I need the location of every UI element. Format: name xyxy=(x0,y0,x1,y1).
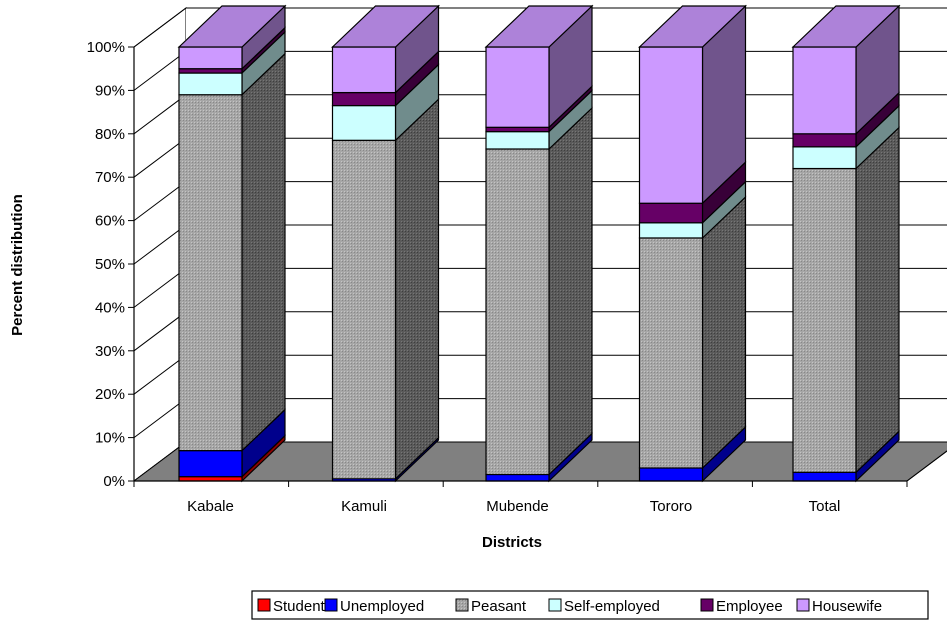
legend-label: Housewife xyxy=(812,598,882,615)
bar-top-total xyxy=(791,5,901,48)
legend-item-employee: Employee xyxy=(700,598,783,615)
y-tick-label: 20% xyxy=(95,386,125,403)
bar-segment-self-employed-mubende xyxy=(485,89,593,151)
legend-label: Employee xyxy=(716,598,783,615)
bar-stack-kamuli xyxy=(331,4,440,483)
legend-swatch xyxy=(796,598,810,612)
bar-top-kabale xyxy=(177,5,287,48)
bar-stack-total xyxy=(791,4,901,483)
y-tick-label: 80% xyxy=(95,126,125,143)
bar-segment-housewife-total xyxy=(792,4,900,136)
legend-label: Self-employed xyxy=(564,598,660,615)
bar-segment-unemployed-tororo xyxy=(638,425,747,483)
y-tick-label: 100% xyxy=(87,39,125,56)
bar-stack-tororo xyxy=(638,4,747,483)
y-tick-label: 30% xyxy=(95,343,125,360)
y-tick-label: 60% xyxy=(95,213,125,230)
x-tick-label-total: Total xyxy=(809,498,841,515)
bar-stacks xyxy=(177,4,901,483)
y-tick-label: 70% xyxy=(95,169,125,186)
x-tick-label-kabale: Kabale xyxy=(187,498,234,515)
x-tick-labels: Kabale Kamuli Mubende Tororo Total xyxy=(187,498,840,515)
legend: Student Unemployed Peasant Self-employed Emp… xyxy=(251,590,929,620)
legend-swatch xyxy=(700,598,714,612)
y-tick-label: 50% xyxy=(95,256,125,273)
bar-segment-self-employed-kabale xyxy=(178,30,286,97)
legend-swatch xyxy=(548,598,562,612)
legend-swatch xyxy=(324,598,338,612)
legend-label: Peasant xyxy=(471,598,527,615)
bar-segment-housewife-mubende xyxy=(485,4,593,129)
legend-item-student: Student xyxy=(257,598,326,615)
bar-segment-self-employed-kamuli xyxy=(331,63,440,142)
legend-item-peasant: Peasant xyxy=(455,598,527,615)
y-tick-label: 0% xyxy=(103,473,125,490)
y-tick-label: 90% xyxy=(95,82,125,99)
bar-segment-peasant-total xyxy=(792,126,900,474)
y-axis-title: Percent distribution xyxy=(9,194,26,336)
bar-segment-self-employed-tororo xyxy=(638,180,747,240)
bar-segment-housewife-kamuli xyxy=(331,4,440,95)
legend-item-unemployed: Unemployed xyxy=(324,598,424,615)
legend-swatch xyxy=(455,598,469,612)
legend-swatch xyxy=(257,598,271,612)
bar-top-mubende xyxy=(484,5,594,48)
bar-segment-peasant-kamuli xyxy=(331,97,440,481)
bar-segment-peasant-tororo xyxy=(638,195,747,470)
legend-label: Unemployed xyxy=(340,598,424,615)
bar-top-tororo xyxy=(638,5,747,48)
y-tick-label: 40% xyxy=(95,299,125,316)
floor-edge xyxy=(906,450,947,482)
bar-stack-kabale xyxy=(177,4,287,483)
bar-segment-peasant-mubende xyxy=(485,106,593,476)
legend-item-housewife: Housewife xyxy=(796,598,882,615)
x-tick-label-kamuli: Kamuli xyxy=(341,498,387,515)
x-axis-title: Districts xyxy=(482,534,542,551)
x-tick-label-mubende: Mubende xyxy=(486,498,549,515)
y-tick-labels: 0% 10% 20% 30% 40% 50% 60% 70% 80% 90% 100% xyxy=(87,39,125,490)
legend-box xyxy=(251,590,929,620)
bar-stack-mubende xyxy=(484,4,594,483)
bar-segment-peasant-kabale xyxy=(178,52,286,453)
legend-label: Student xyxy=(273,598,326,615)
y-tick-label: 10% xyxy=(95,430,125,447)
bar-top-kamuli xyxy=(331,5,440,48)
x-tick-label-tororo: Tororo xyxy=(650,498,693,515)
legend-item-self-employed: Self-employed xyxy=(548,598,660,615)
axes xyxy=(128,46,947,487)
